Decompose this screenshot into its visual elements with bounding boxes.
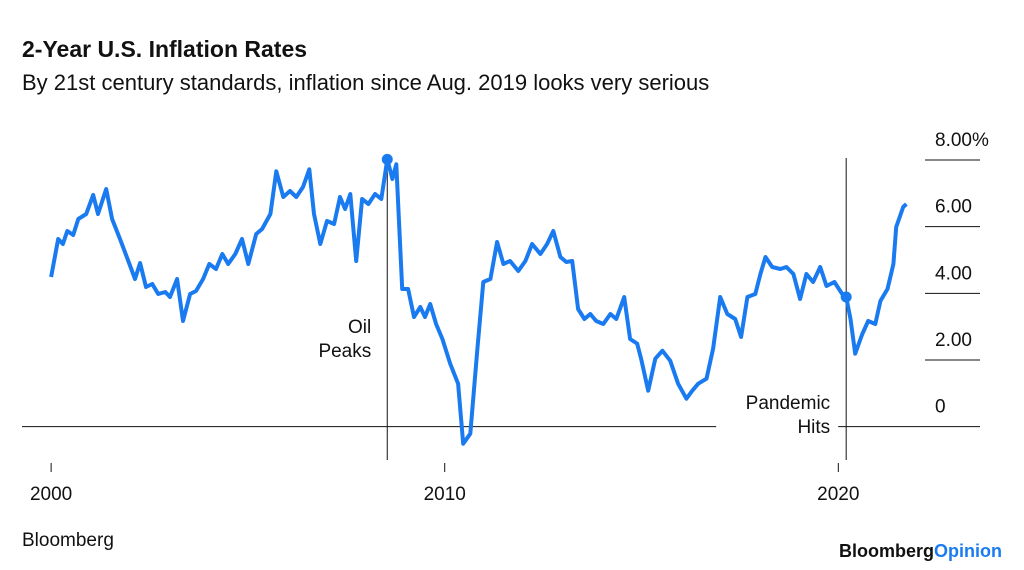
y-tick-label: 8.00%: [935, 130, 989, 151]
y-tick-label: 4.00: [935, 263, 972, 284]
label-bg: [716, 418, 839, 439]
annotation-label: Pandemic: [746, 393, 831, 414]
annotation-label: Peaks: [318, 341, 371, 362]
logo-part: Bloomberg: [839, 541, 934, 561]
chart-title: 2-Year U.S. Inflation Rates: [22, 36, 307, 62]
annotation-label: Oil: [348, 317, 371, 338]
y-tick-label: 0: [935, 397, 946, 418]
event-dot: [381, 153, 393, 165]
x-tick-label: 2020: [817, 484, 859, 505]
x-tick-label: 2000: [30, 484, 72, 505]
event-dot: [840, 291, 852, 303]
series-line: [49, 157, 908, 446]
x-tick-label: 2010: [424, 484, 466, 505]
y-tick-label: 2.00: [935, 330, 972, 351]
y-tick-label: 6.00: [935, 197, 972, 218]
logo: BloombergOpinion: [839, 541, 1002, 561]
annotation-label: Hits: [797, 417, 830, 438]
label-bg: [716, 394, 839, 415]
logo-part: Opinion: [934, 541, 1002, 561]
chart-subtitle: By 21st century standards, inflation sin…: [22, 70, 709, 95]
source: Bloomberg: [22, 530, 114, 551]
